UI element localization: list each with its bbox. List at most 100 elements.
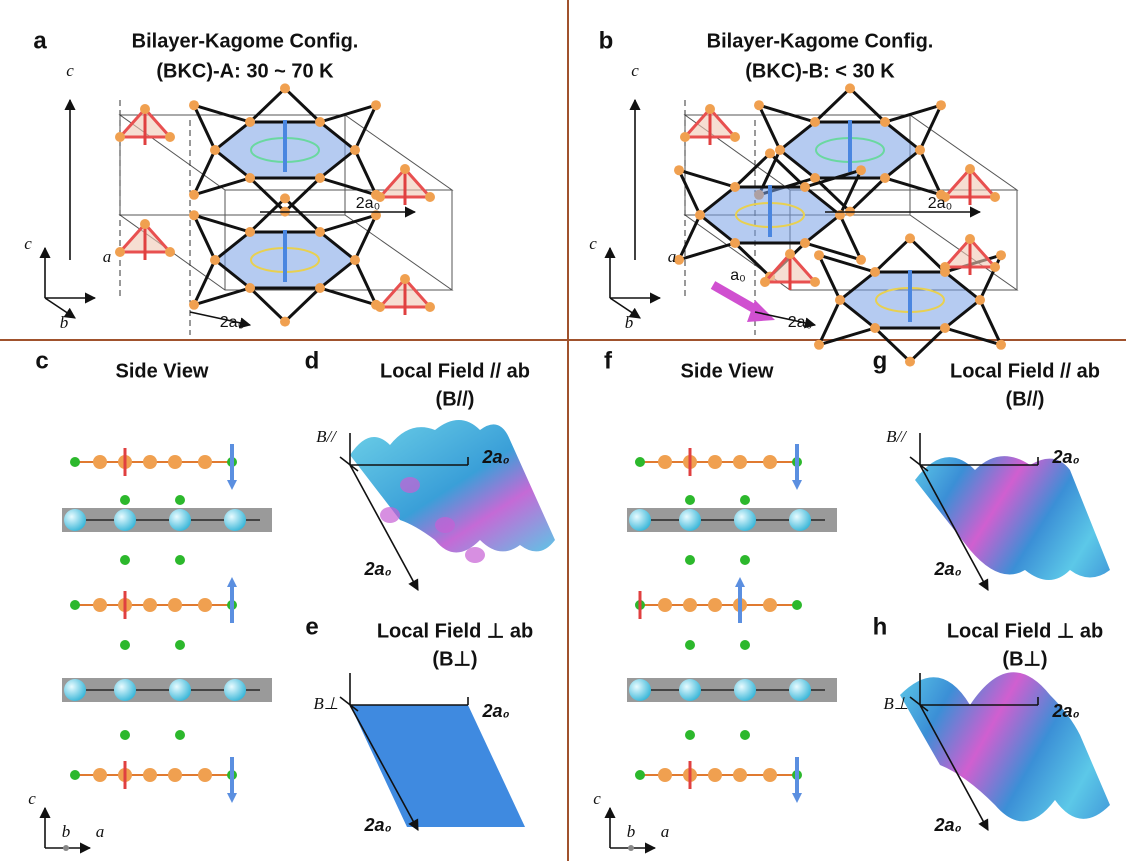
atom — [733, 455, 747, 469]
atom — [175, 555, 185, 565]
axis-label: c — [631, 61, 639, 80]
atom — [189, 100, 199, 111]
atom — [754, 100, 764, 111]
atom — [168, 598, 182, 612]
panel-label: f — [604, 347, 613, 374]
b-axis — [63, 845, 69, 851]
axis-label: B// — [886, 427, 908, 446]
line — [978, 299, 1003, 346]
atom — [740, 555, 750, 565]
atom — [635, 457, 645, 467]
atom — [658, 768, 672, 782]
line — [848, 87, 887, 124]
kagome-atom — [64, 679, 86, 701]
line — [839, 298, 876, 330]
atom — [115, 247, 125, 257]
panel-title: Bilayer-Kagome Config. — [132, 30, 359, 52]
atom — [800, 238, 810, 248]
line — [248, 286, 287, 323]
kagome-atom — [734, 679, 756, 701]
dimension-label: a₀ — [730, 267, 746, 284]
panel-title: Local Field // ab — [950, 360, 1100, 382]
line — [193, 286, 251, 307]
line — [193, 176, 251, 197]
line — [214, 120, 251, 152]
atom — [880, 117, 890, 127]
b-axis — [628, 845, 634, 851]
line — [978, 254, 1003, 301]
atom — [189, 299, 199, 310]
kagome-atom — [789, 509, 811, 531]
line — [944, 298, 981, 330]
line — [349, 704, 419, 831]
atom — [940, 323, 950, 333]
atom — [315, 117, 325, 127]
axis-label: b — [627, 822, 636, 841]
line — [353, 259, 378, 306]
line — [813, 87, 852, 124]
atom — [683, 598, 697, 612]
line — [804, 168, 862, 189]
atom — [730, 238, 740, 248]
line — [919, 464, 989, 591]
axis-label: 2a₀ — [1051, 701, 1079, 721]
atom — [189, 210, 199, 221]
atom — [708, 455, 722, 469]
spin-arrow-head — [792, 480, 802, 490]
dimension-label: 2a₀ — [928, 195, 952, 212]
line — [189, 311, 252, 329]
atom — [93, 455, 107, 469]
panel-subtitle: (B//) — [436, 388, 475, 410]
atom — [168, 455, 182, 469]
atom — [936, 100, 946, 111]
line — [884, 103, 942, 124]
atom — [940, 262, 950, 272]
panel-subtitle: (B⊥) — [432, 648, 477, 670]
atom — [198, 768, 212, 782]
atom — [856, 254, 866, 265]
axis-label: c — [589, 234, 597, 253]
atom — [760, 277, 770, 287]
atom — [245, 117, 255, 127]
atom — [280, 316, 290, 327]
atom — [856, 165, 866, 176]
atom — [685, 730, 695, 740]
line — [353, 149, 378, 196]
atom — [189, 189, 199, 200]
panel-label: d — [305, 347, 320, 374]
line — [873, 326, 912, 363]
line — [192, 214, 217, 261]
field-surface — [915, 456, 1110, 580]
line — [699, 185, 736, 217]
atom — [70, 770, 80, 780]
atom — [425, 192, 435, 202]
atom — [371, 100, 381, 111]
kagome-atom — [629, 509, 651, 531]
panel-subtitle: (BKC)-A: 30 ~ 70 K — [156, 60, 334, 82]
line — [339, 456, 359, 472]
atom — [315, 173, 325, 183]
atom — [733, 768, 747, 782]
atom — [280, 83, 290, 94]
atom — [175, 495, 185, 505]
line — [804, 185, 841, 217]
spin-arrow-head — [227, 480, 237, 490]
kagome-atom — [169, 679, 191, 701]
dimension-label: 2a₀ — [788, 314, 812, 331]
atom — [695, 210, 705, 220]
atom — [70, 457, 80, 467]
line — [944, 326, 1002, 347]
atom — [175, 730, 185, 740]
atom — [870, 267, 880, 277]
line — [214, 258, 251, 290]
spin-arrow-head — [227, 793, 237, 803]
field-peak — [380, 507, 400, 523]
line — [779, 148, 816, 180]
line — [818, 253, 876, 274]
line — [818, 326, 876, 347]
line — [319, 103, 377, 124]
line — [768, 152, 807, 189]
field-surface — [350, 420, 555, 553]
atom — [115, 132, 125, 142]
axis-label: B⊥ — [883, 694, 908, 713]
